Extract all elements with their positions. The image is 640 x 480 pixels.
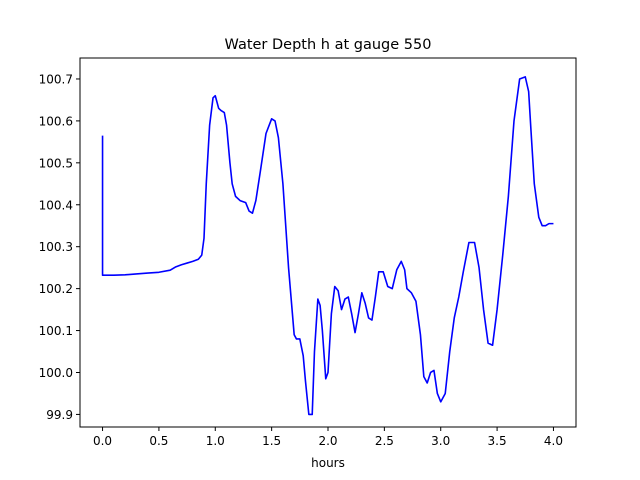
x-tick-label: 2.5 [375,434,394,448]
y-tick-label: 100.1 [39,324,73,338]
x-tick-label: 0.5 [149,434,168,448]
y-tick-label: 100.7 [39,72,73,86]
y-tick-label: 99.9 [46,408,73,422]
y-axis: 99.9 100.0 100.1 100.2 100.3 100.4 100.5 100.6 1… [39,72,80,422]
x-tick-label: 1.0 [206,434,225,448]
chart-title: Water Depth h at gauge 550 [225,37,432,53]
x-axis: 0.0 0.5 1.0 1.5 2.0 2.5 3.0 3.5 4.0 [93,427,563,448]
series-line-0 [101,76,554,416]
y-tick-label: 100.2 [39,282,73,296]
y-tick-label: 100.3 [39,240,73,254]
x-tick-label: 3.5 [488,434,507,448]
y-tick-label: 100.4 [39,198,73,212]
y-tick-label: 100.5 [39,156,73,170]
y-tick-label: 100.6 [39,114,73,128]
y-tick-label: 100.0 [39,366,73,380]
x-tick-label: 1.5 [262,434,281,448]
x-tick-label: 2.0 [318,434,337,448]
x-tick-label: 0.0 [93,434,112,448]
x-tick-label: 4.0 [544,434,563,448]
x-axis-label: hours [311,456,345,470]
x-tick-label: 3.0 [431,434,450,448]
